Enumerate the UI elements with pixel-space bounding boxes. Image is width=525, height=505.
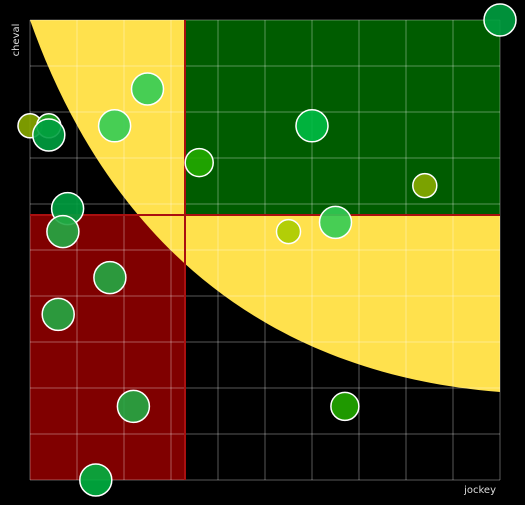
x-axis-label: jockey <box>463 485 496 496</box>
bubble <box>79 463 113 497</box>
bubble <box>46 214 80 249</box>
bubble <box>330 391 360 422</box>
bubble <box>412 172 438 199</box>
bubble <box>318 205 353 240</box>
bubble <box>483 3 517 37</box>
bubble <box>32 118 66 152</box>
grid <box>29 19 501 481</box>
y-axis-label: cheval <box>11 24 22 57</box>
bubble <box>295 109 329 143</box>
bubble <box>97 109 132 143</box>
zone-red <box>30 215 185 480</box>
points <box>17 3 517 497</box>
bubble <box>116 389 151 424</box>
bubble <box>93 260 127 295</box>
bubble <box>275 218 302 245</box>
bubble <box>184 147 214 178</box>
bubble <box>41 297 75 332</box>
bubble <box>130 72 165 106</box>
zone-green <box>185 20 500 215</box>
